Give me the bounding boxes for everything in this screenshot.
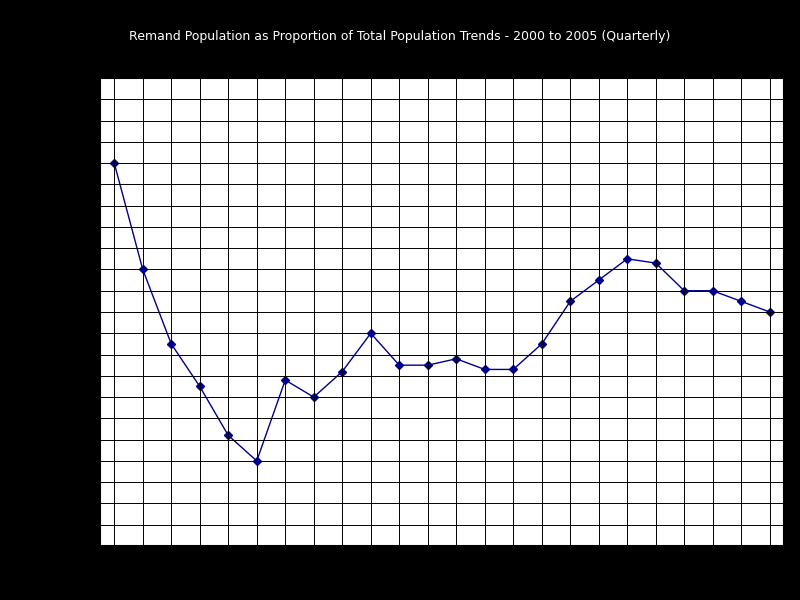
Text: Remand Population as Proportion of Total Population Trends - 2000 to 2005 (Quart: Remand Population as Proportion of Total…	[130, 30, 670, 43]
